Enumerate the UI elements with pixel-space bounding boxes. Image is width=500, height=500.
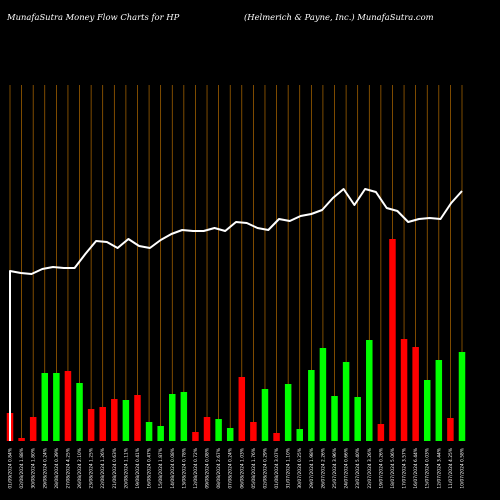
x-tick-label: 08/08/2024 2.67% [216, 448, 222, 489]
money-flow-bar [215, 419, 222, 441]
money-flow-bar [447, 418, 454, 441]
money-flow-bar [76, 383, 83, 441]
money-flow-bar [145, 422, 153, 441]
x-tick-label: 13/08/2024 0.78% [181, 448, 187, 489]
x-tick-label: 15/07/2024 0.03% [425, 448, 431, 489]
money-flow-bar [111, 399, 118, 441]
x-tick-label: 27/08/2024 4.25% [65, 448, 71, 489]
money-flow-bar [169, 394, 176, 441]
x-tick-label: 01/09/2024 0.84% [8, 448, 14, 489]
x-tick-label: 31/07/2024 1.10% [286, 448, 292, 489]
money-flow-bar [134, 395, 141, 441]
money-flow-bar [458, 352, 466, 441]
chart-subtitle: (Helmerich & Payne, Inc.) MunafaSutra.co… [244, 12, 434, 22]
x-tick-label: 18/07/2024 5.06% [390, 448, 396, 489]
chart-title: MunafaSutra Money Flow Charts for HP [7, 12, 180, 22]
money-flow-bar [122, 400, 130, 441]
money-flow-bar [238, 377, 246, 441]
x-tick-label: 12/07/2024 3.44% [436, 448, 442, 489]
money-flow-bar [53, 373, 60, 441]
x-tick-label: 12/08/2024 0.72% [193, 448, 199, 489]
x-tick-label: 02/08/2024 1.88% [19, 448, 25, 489]
x-tick-label: 02/08/2024 0.29% [263, 448, 269, 489]
price-line-group [9, 188, 463, 441]
money-flow-bar [412, 347, 419, 441]
x-tick-label: 29/07/2024 1.98% [309, 448, 315, 489]
x-tick-label: 21/08/2024 0.63% [112, 448, 118, 489]
x-tick-label: 23/08/2024 1.25% [89, 448, 95, 489]
money-flow-bar [180, 392, 188, 441]
grid-lines [9, 85, 463, 441]
money-flow-bar [261, 389, 269, 441]
x-tick-label: 19/07/2024 0.26% [378, 448, 384, 489]
x-tick-label: 17/07/2024 3.57% [402, 448, 408, 489]
x-tick-label: 24/07/2024 0.66% [344, 448, 350, 489]
money-flow-bar [389, 239, 396, 441]
money-flow-bar [308, 370, 315, 441]
x-tick-label: 09/08/2024 0.08% [205, 448, 211, 489]
money-flow-bar [226, 428, 234, 441]
money-flow-bar [99, 407, 106, 441]
x-tick-label: 25/07/2024 3.96% [332, 448, 338, 489]
money-flow-bar [203, 417, 211, 441]
money-flow-bars [6, 239, 466, 441]
money-flow-bar [400, 339, 408, 441]
x-tick-label: 30/08/2024 1.80% [31, 448, 37, 489]
money-flow-bar [423, 380, 431, 441]
money-flow-bar [157, 426, 164, 441]
x-tick-label: 29/08/2024 0.24% [42, 448, 48, 489]
x-tick-label: 10/07/2024 0.58% [460, 448, 466, 489]
x-tick-label: 30/07/2024 0.25% [297, 448, 303, 489]
x-tick-label: 16/07/2024 6.44% [413, 448, 419, 489]
x-tick-label: 15/08/2024 1.87% [158, 448, 164, 489]
x-tick-label: 01/08/2024 3.07% [274, 448, 280, 489]
x-tick-label: 05/08/2024 1.76% [251, 448, 257, 489]
money-flow-bar [29, 417, 37, 441]
x-tick-label: 11/07/2024 4.25% [448, 448, 454, 489]
x-tick-label: 20/08/2024 1.11% [123, 448, 129, 489]
x-tick-label: 26/07/2024 2.26% [320, 448, 326, 489]
x-tick-label: 22/08/2024 1.26% [100, 448, 106, 489]
x-tick-label: 28/08/2024 0.39% [54, 448, 60, 489]
x-tick-labels: 01/09/2024 0.84% 02/08/2024 1.88% 30/08/20… [8, 448, 466, 489]
money-flow-bar [366, 340, 373, 441]
x-tick-label: 06/08/2024 1.03% [239, 448, 245, 489]
money-flow-bar [342, 362, 350, 441]
money-flow-bar [250, 422, 257, 441]
money-flow-bar [377, 424, 385, 441]
x-tick-label: 14/08/2024 0.08% [170, 448, 176, 489]
money-flow-bar [273, 433, 280, 441]
money-flow-bar [284, 384, 292, 441]
x-tick-label: 22/07/2024 3.26% [367, 448, 373, 489]
money-flow-bar [331, 396, 338, 441]
money-flow-bar [354, 397, 361, 441]
money-flow-bar [319, 348, 327, 441]
x-tick-label: 19/08/2024 0.41% [135, 448, 141, 489]
money-flow-bar [296, 429, 303, 441]
money-flow-bar [41, 373, 49, 441]
x-tick-label: 26/08/2024 2.10% [77, 448, 83, 489]
money-flow-bar [87, 409, 95, 441]
x-tick-label: 07/08/2024 0.24% [228, 448, 234, 489]
x-tick-label: 16/08/2024 0.47% [147, 448, 153, 489]
money-flow-bar [64, 371, 72, 441]
x-tick-label: 23/07/2024 5.40% [355, 448, 361, 489]
money-flow-bar [192, 432, 199, 441]
money-flow-bar [18, 438, 25, 441]
price-line [9, 188, 463, 441]
money-flow-bar [435, 360, 443, 441]
